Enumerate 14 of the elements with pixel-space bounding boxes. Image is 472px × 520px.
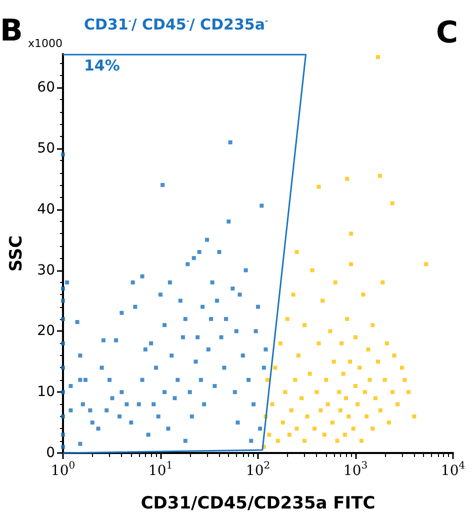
y-tick-label: 30 xyxy=(37,262,55,278)
y-tick-label: 50 xyxy=(37,140,55,156)
x-axis-title: CD31/CD45/CD235a FITC xyxy=(140,494,376,514)
y-tick-label: 20 xyxy=(37,323,55,340)
text: C xyxy=(436,16,458,50)
text: CD31-/ CD45-/ CD235a- xyxy=(84,15,268,34)
y-tick-label: 10 xyxy=(37,384,55,400)
y-axis-title: SSC xyxy=(6,235,26,272)
annotation: 14% xyxy=(84,56,120,74)
text: x1000 xyxy=(28,37,63,50)
y-tick-label: 60 xyxy=(37,80,55,96)
y-tick-label: 0 xyxy=(46,445,55,461)
text: B xyxy=(0,14,23,48)
y-tick-label: 40 xyxy=(37,201,55,218)
